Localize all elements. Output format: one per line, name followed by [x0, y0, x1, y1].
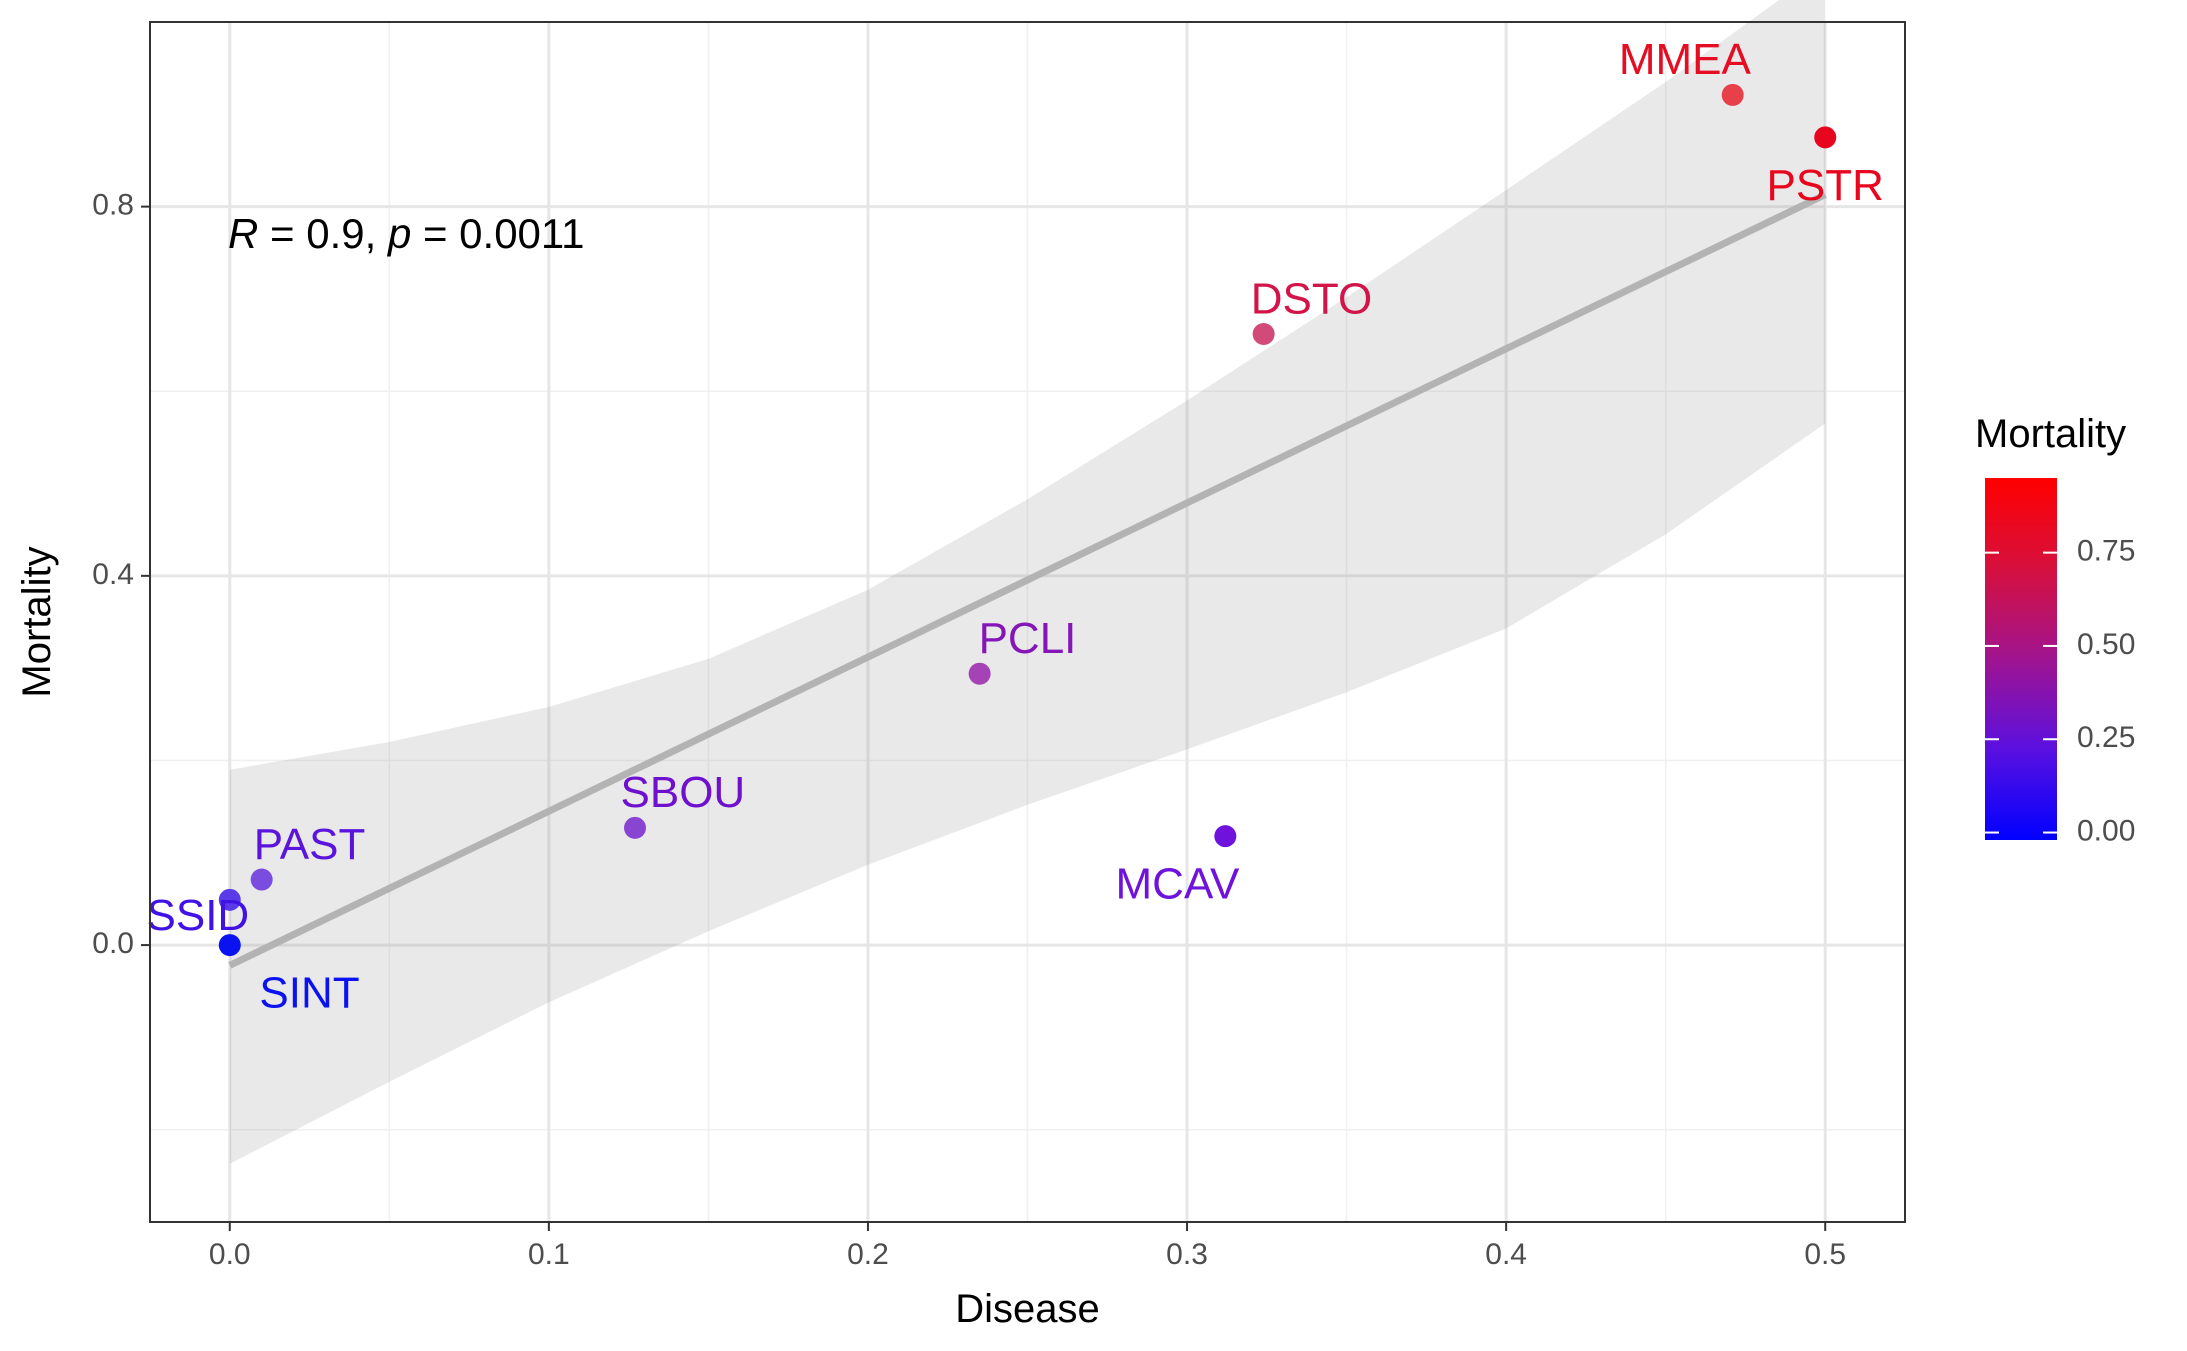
point-label-past: PAST: [254, 820, 366, 869]
point-label-ssid: SSID: [147, 891, 250, 940]
regression-line: [228, 191, 1827, 969]
y-tick-label: 0.8: [92, 189, 134, 222]
point-label-dsto: DSTO: [1251, 274, 1372, 323]
x-axis: 0.0 0.1 0.2 0.3 0.4 0.5: [209, 1222, 1846, 1271]
y-tick-label: 0.0: [92, 927, 134, 960]
p-symbol: p: [386, 210, 411, 257]
y-axis: 0.0 0.4 0.8: [92, 189, 150, 960]
data-point-dsto: [1252, 323, 1275, 345]
data-points-layer: [218, 83, 1837, 957]
legend-colorbar: [1985, 478, 2057, 840]
legend-ticks: 0.00 0.25 0.50 0.75: [1985, 535, 2135, 847]
y-axis-title: Mortality: [15, 546, 59, 697]
y-tick-label: 0.4: [92, 558, 134, 591]
data-point-ssid: [218, 888, 241, 911]
x-tick-label: 0.4: [1485, 1238, 1527, 1271]
data-point-pstr: [1814, 126, 1837, 149]
data-point-mmea: [1721, 83, 1744, 106]
point-label-pstr: PSTR: [1767, 161, 1884, 210]
point-label-mmea: MMEA: [1619, 35, 1752, 84]
data-point-mcav: [1214, 825, 1237, 848]
legend-tick-label: 0.50: [2077, 628, 2135, 661]
correlation-annotation: R = 0.9, p = 0.0011: [228, 210, 585, 257]
point-label-mcav: MCAV: [1116, 860, 1241, 909]
r-value: = 0.9,: [258, 210, 388, 257]
data-point-past: [250, 868, 273, 891]
point-label-sbou: SBOU: [621, 768, 746, 817]
legend-title: Mortality: [1975, 412, 2126, 456]
x-tick-label: 0.1: [528, 1238, 570, 1271]
x-tick-label: 0.5: [1804, 1238, 1846, 1271]
legend-tick-label: 0.75: [2077, 535, 2135, 568]
color-legend: Mortality 0.00 0.25 0.50 0.75: [1975, 412, 2135, 847]
data-point-pcli: [968, 662, 991, 685]
legend-tick-label: 0.25: [2077, 721, 2135, 754]
x-tick-label: 0.2: [847, 1238, 889, 1271]
p-value: = 0.0011: [411, 210, 584, 257]
data-point-sint: [218, 934, 241, 957]
point-label-sint: SINT: [259, 968, 359, 1017]
major-gridlines: [150, 22, 1905, 1222]
x-axis-title: Disease: [955, 1287, 1100, 1331]
x-tick-label: 0.0: [209, 1238, 251, 1271]
data-point-sbou: [624, 816, 647, 839]
regression-line-layer: [228, 191, 1827, 969]
x-tick-label: 0.3: [1166, 1238, 1208, 1271]
point-label-pcli: PCLI: [979, 614, 1077, 663]
r-symbol: R: [228, 210, 258, 257]
legend-tick-label: 0.00: [2077, 814, 2135, 847]
plot-panel-border: [149, 21, 1906, 1223]
